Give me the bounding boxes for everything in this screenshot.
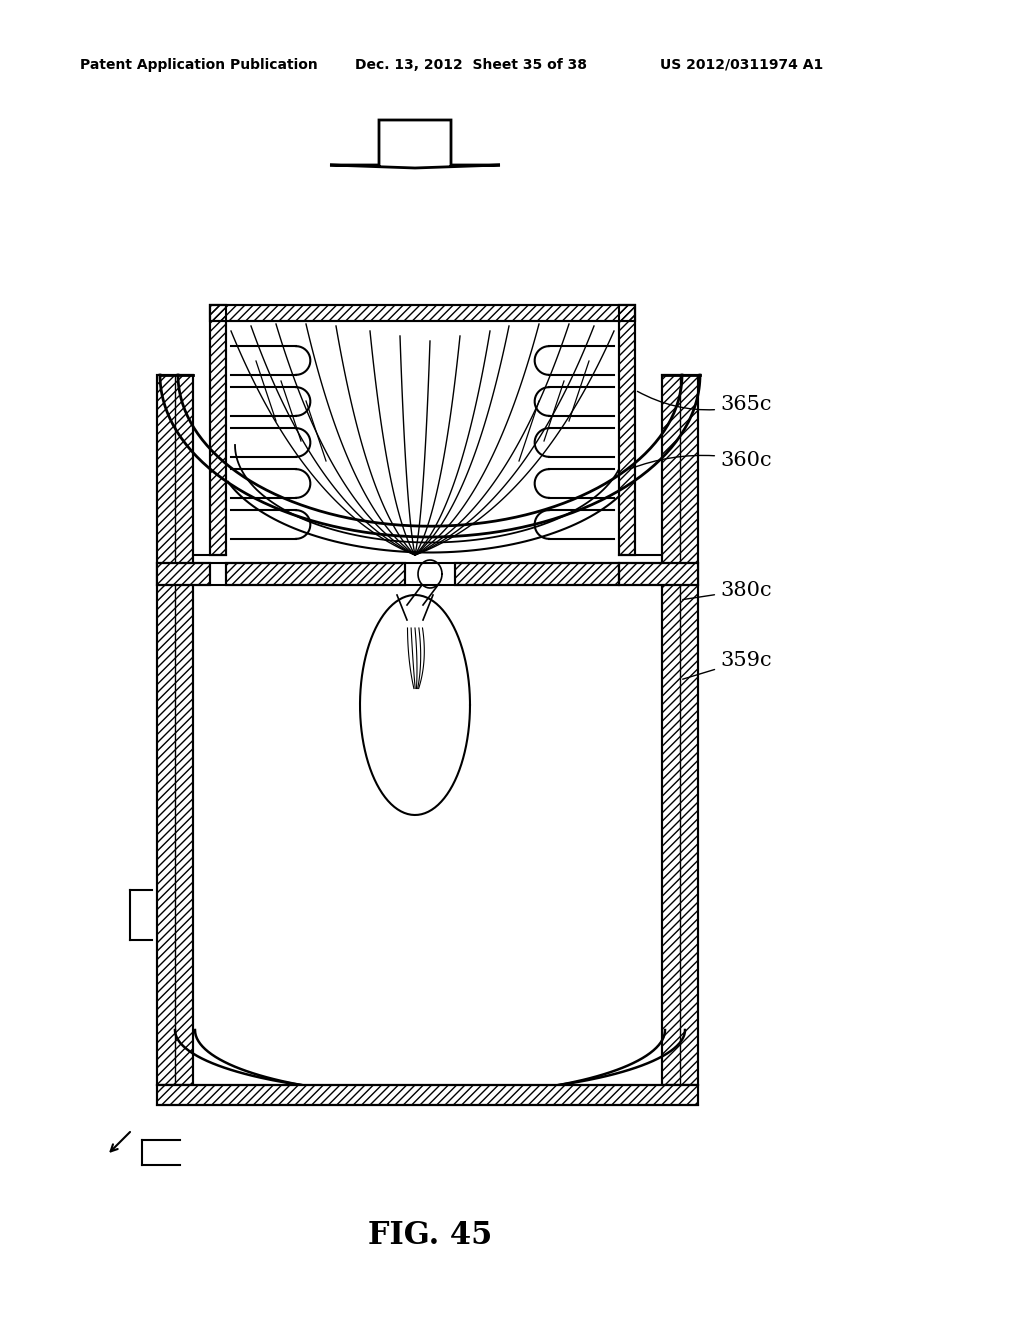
- Bar: [662, 375, 698, 1085]
- Bar: [618, 305, 635, 554]
- Bar: [210, 305, 635, 321]
- Bar: [157, 1085, 698, 1105]
- Bar: [157, 1085, 698, 1105]
- Bar: [455, 564, 618, 585]
- Text: FIG. 45: FIG. 45: [368, 1220, 493, 1250]
- Bar: [157, 564, 210, 585]
- Text: US 2012/0311974 A1: US 2012/0311974 A1: [660, 58, 823, 73]
- Text: 380c: 380c: [683, 581, 772, 599]
- Bar: [210, 305, 635, 321]
- Bar: [618, 564, 698, 585]
- Bar: [210, 305, 226, 554]
- Text: 365c: 365c: [637, 391, 771, 414]
- Text: 359c: 359c: [683, 651, 772, 680]
- Polygon shape: [330, 120, 500, 168]
- Bar: [618, 564, 698, 585]
- Bar: [662, 375, 698, 1085]
- Bar: [210, 305, 226, 554]
- Bar: [455, 564, 618, 585]
- Bar: [618, 305, 635, 554]
- Text: 360c: 360c: [630, 450, 772, 470]
- Bar: [226, 564, 406, 585]
- Text: Dec. 13, 2012  Sheet 35 of 38: Dec. 13, 2012 Sheet 35 of 38: [355, 58, 587, 73]
- Bar: [157, 564, 210, 585]
- Bar: [226, 564, 406, 585]
- Text: Patent Application Publication: Patent Application Publication: [80, 58, 317, 73]
- Bar: [157, 375, 193, 1085]
- Bar: [157, 375, 193, 1085]
